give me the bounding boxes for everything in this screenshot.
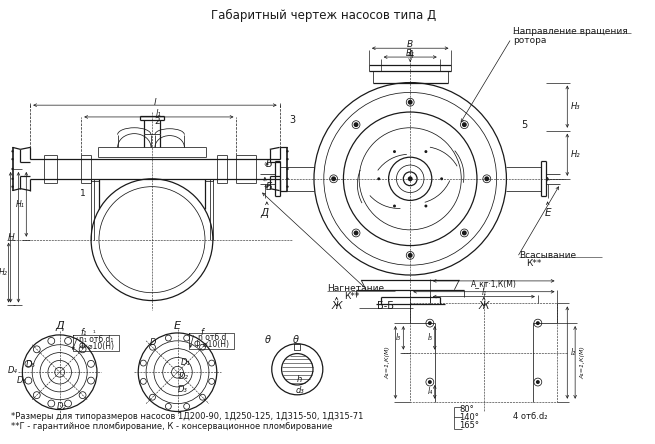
Text: Нагнетание: Нагнетание [327,284,384,293]
Circle shape [377,177,381,180]
Circle shape [286,178,289,180]
Circle shape [11,158,14,160]
Text: l₃: l₃ [396,333,401,342]
Text: l₄: l₄ [427,387,432,396]
Text: l: l [154,98,156,107]
Text: К**: К** [345,292,360,301]
Circle shape [428,380,432,384]
Text: θ: θ [265,335,271,345]
Circle shape [331,176,336,181]
Circle shape [393,150,396,153]
Text: H₁: H₁ [16,200,25,209]
Text: Всасывание: Всасывание [519,251,576,260]
Circle shape [462,230,467,235]
Text: 80°: 80° [459,405,474,414]
Text: f: f [200,329,204,337]
Text: A₁=1,К(М): A₁=1,К(М) [386,346,390,379]
Circle shape [286,158,289,160]
Text: Е: Е [174,321,181,331]
Circle shape [354,230,358,235]
Text: D₁: D₁ [180,358,191,367]
Text: θ: θ [292,335,298,345]
Text: 5: 5 [521,120,527,130]
Circle shape [354,122,358,127]
Text: Направление вращения: Направление вращения [514,27,628,36]
Circle shape [536,321,540,325]
Text: 4: 4 [407,50,413,60]
Circle shape [536,380,540,384]
Text: l₁: l₁ [481,288,487,297]
Text: n₁ отб.d₁: n₁ отб.d₁ [79,335,113,344]
Circle shape [11,186,14,188]
Text: l₅: l₅ [427,333,432,342]
Text: l₂: l₂ [571,348,576,357]
Text: Б: Б [266,182,272,192]
Text: Б-Б: Б-Б [377,301,394,311]
Circle shape [286,150,289,152]
Text: ₁: ₁ [92,328,96,334]
Text: n отб.d: n отб.d [198,333,226,342]
Text: D₃: D₃ [16,376,26,385]
Text: H₃: H₃ [571,102,580,111]
Text: l: l [483,283,485,292]
Text: 1: 1 [81,189,86,198]
Circle shape [424,150,427,153]
Circle shape [484,176,489,181]
Circle shape [462,122,467,127]
Text: 140°: 140° [459,413,479,422]
Text: 2: 2 [154,117,160,127]
Text: ротора: ротора [514,36,547,45]
Circle shape [424,205,427,207]
Text: d₃: d₃ [296,386,305,395]
Text: Б: Б [266,159,272,169]
Circle shape [286,186,289,188]
Text: Ж: Ж [331,301,342,311]
Text: D₂: D₂ [178,372,189,381]
Text: f₁: f₁ [80,329,86,337]
Text: Ф ⌀10(H): Ф ⌀10(H) [195,340,229,349]
Circle shape [11,150,14,152]
Circle shape [408,100,413,105]
Text: Габаритный чертеж насосов типа Д: Габаритный чертеж насосов типа Д [211,9,436,22]
Text: A_кт·1,К(М): A_кт·1,К(М) [471,279,517,288]
Text: D₄: D₄ [8,366,18,375]
Text: D₅: D₅ [26,360,36,369]
Circle shape [440,177,443,180]
Text: l₁: l₁ [156,110,162,119]
Text: h: h [297,375,302,384]
Text: D: D [149,338,156,347]
Circle shape [286,168,289,170]
Circle shape [393,205,396,207]
Text: H₂: H₂ [571,150,580,159]
Text: Ж: Ж [479,301,489,311]
Circle shape [428,321,432,325]
Text: A₁=1,К(М): A₁=1,К(М) [580,346,585,379]
Text: 165°: 165° [459,421,479,430]
Circle shape [11,168,14,170]
Text: Е: Е [544,208,551,218]
Text: Ф ⌀10(H): Ф ⌀10(H) [79,342,113,351]
Text: В₁: В₁ [405,49,415,58]
Text: 3: 3 [290,115,295,125]
Circle shape [408,176,413,181]
Text: Д: Д [261,208,269,218]
Text: H₂: H₂ [0,268,7,277]
Text: Д: Д [55,321,64,331]
Circle shape [408,253,413,258]
Text: **Г - гарантийное пломбирование, К - консервационное пломбирование: **Г - гарантийное пломбирование, К - кон… [10,422,332,431]
Text: D₂: D₂ [57,402,67,411]
Text: D₃: D₃ [178,385,187,394]
Text: В: В [407,40,413,49]
Circle shape [11,178,14,180]
Text: H: H [9,233,15,242]
Text: 4 отб.d₂: 4 отб.d₂ [514,412,548,421]
Text: К**: К** [526,259,542,268]
Text: *Размеры для типоразмеров насосов 1Д200-90, 1Д250-125, 1Д315-50, 1Д315-71: *Размеры для типоразмеров насосов 1Д200-… [10,412,363,421]
